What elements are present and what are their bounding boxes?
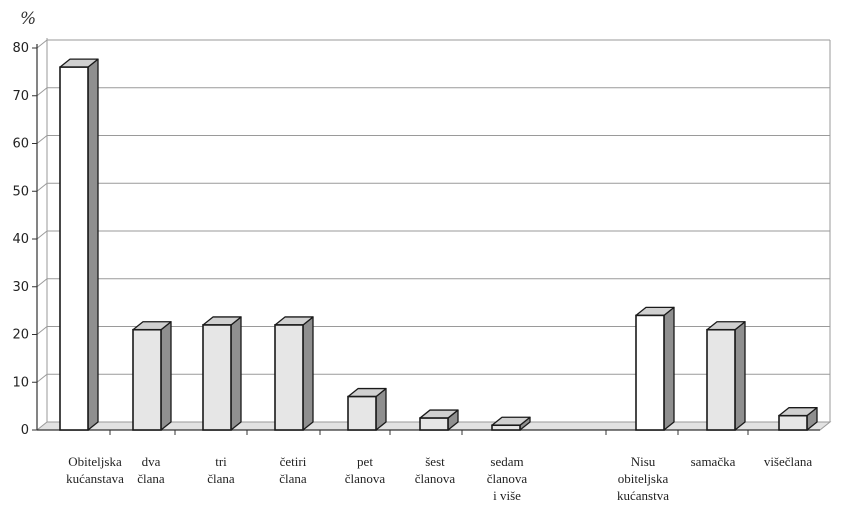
y-tick-label: 60 (12, 137, 29, 152)
bar-side (160, 321, 172, 431)
bar (59, 58, 99, 431)
category-label: sedam članova i više (487, 454, 528, 503)
bar-side (87, 58, 99, 431)
bar-front (491, 424, 521, 431)
bar-front (202, 324, 232, 431)
y-unit-label: % (20, 9, 36, 29)
category-label: samačka (691, 454, 736, 469)
gridline-depth (36, 373, 48, 383)
bar (419, 409, 459, 431)
bar-front (274, 324, 304, 431)
gridline-depth (36, 135, 48, 144)
category-label: šest članova (415, 454, 456, 486)
gridline-depth (36, 278, 48, 288)
gridline-depth (36, 326, 48, 335)
bar (347, 387, 387, 431)
category-label: višečlana (764, 454, 813, 469)
y-tick-label: 20 (12, 328, 29, 343)
y-tick-label: 0 (21, 423, 29, 438)
category-label: dva člana (137, 454, 165, 486)
bar-front (419, 417, 449, 431)
bar-front (347, 395, 377, 431)
category-label: Nisu obiteljska kućanstva (617, 454, 669, 503)
bar-side (663, 306, 675, 431)
y-tick-label: 80 (12, 41, 29, 56)
bar (635, 306, 675, 431)
bar-front (778, 414, 808, 431)
bar-front (132, 328, 162, 431)
category-label: četiri člana (279, 454, 307, 486)
bar (491, 416, 531, 431)
category-labels: Obiteljska kućanstava dva člana tri člana četi… (66, 454, 812, 503)
category-label: tri člana (207, 454, 235, 486)
bar (778, 407, 818, 431)
bar (274, 316, 314, 431)
gridline-depth (36, 39, 48, 49)
bar (132, 321, 172, 431)
y-tick-label: 30 (12, 280, 29, 295)
y-tick-label: 70 (12, 89, 29, 104)
category-label: pet članova (345, 454, 386, 486)
category-label: Obiteljska kućanstava (66, 454, 124, 486)
gridline-depth (36, 230, 48, 240)
y-tick-labels: 0 10 20 30 40 50 60 70 80 (12, 41, 29, 438)
gridline-depth (36, 87, 48, 97)
y-tick-label: 40 (12, 232, 29, 247)
y-tick-label: 10 (12, 375, 29, 390)
bar (202, 316, 242, 431)
bar-side (302, 316, 314, 431)
y-tick-label: 50 (12, 184, 29, 199)
bar-side (734, 321, 746, 431)
bar (706, 321, 746, 431)
bar-front (59, 66, 89, 431)
bar-front (706, 328, 736, 431)
bar-side (230, 316, 242, 431)
gridline-depth (36, 182, 48, 192)
bar-front (635, 314, 665, 431)
grid (36, 39, 831, 422)
bars (59, 58, 818, 431)
